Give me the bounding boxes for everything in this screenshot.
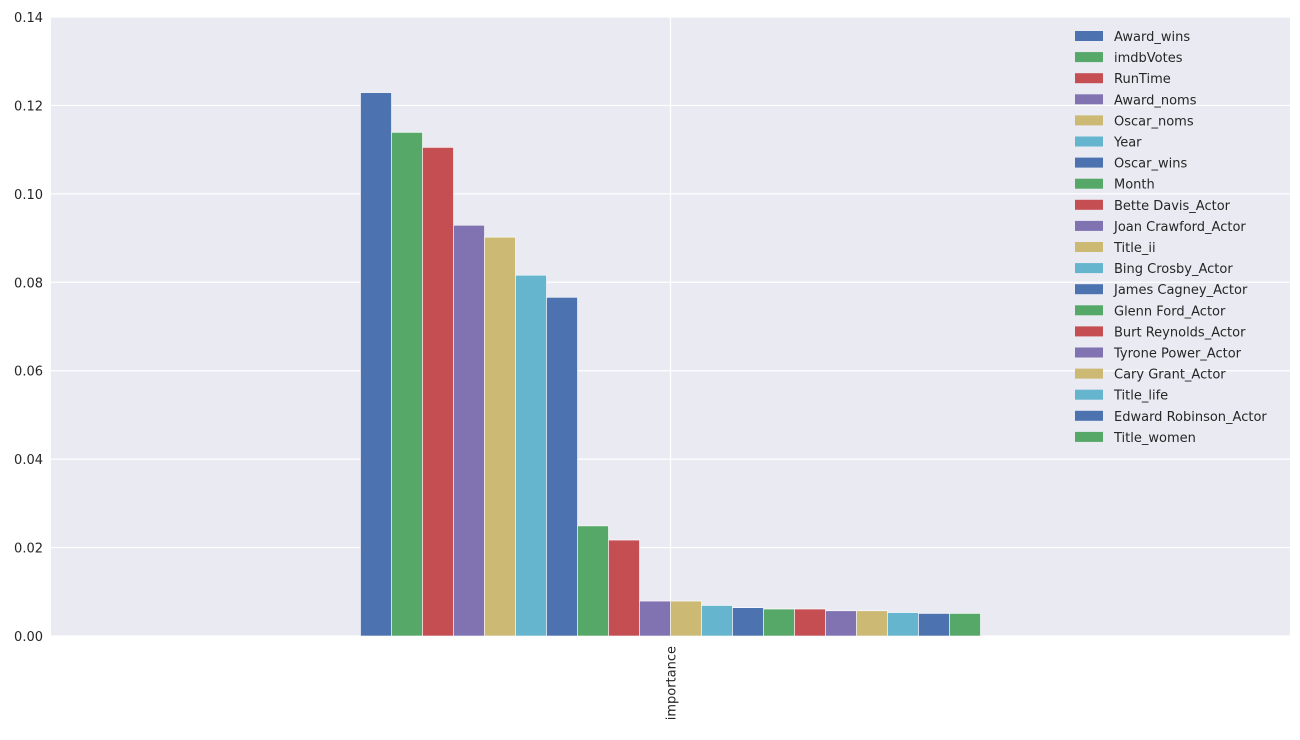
y-tick-label: 0.02 (14, 542, 43, 557)
legend-swatch (1075, 73, 1103, 84)
legend-swatch (1075, 199, 1103, 210)
legend-swatch (1075, 431, 1103, 442)
bar-joan-crawford-actor (639, 600, 671, 637)
bar-tyrone-power-actor (825, 610, 857, 637)
legend-item: Month (1075, 178, 1155, 193)
bars (360, 92, 981, 637)
legend-swatch (1075, 115, 1103, 126)
legend-swatch (1075, 284, 1103, 295)
legend-label: Bette Davis_Actor (1114, 199, 1231, 214)
legend-item: Oscar_wins (1075, 157, 1187, 172)
legend-swatch (1075, 242, 1103, 252)
legend-item: Joan Crawford_Actor (1075, 220, 1246, 235)
legend-label: RunTime (1114, 72, 1171, 87)
legend-item: Award_noms (1075, 93, 1197, 108)
y-tick-label: 0.06 (14, 365, 43, 380)
legend-item: Edward Robinson_Actor (1075, 410, 1267, 425)
legend-label: Glenn Ford_Actor (1114, 304, 1226, 319)
legend-item: Title_ii (1075, 241, 1156, 256)
legend-label: Joan Crawford_Actor (1113, 220, 1246, 235)
legend-item: Title_women (1075, 431, 1196, 446)
y-tick-label: 0.08 (14, 276, 43, 291)
gridlines (51, 16, 1290, 637)
bar-oscar-noms (484, 236, 516, 637)
x-tick-labels: importance (665, 646, 680, 720)
legend-item: RunTime (1075, 72, 1171, 87)
legend-swatch (1075, 347, 1103, 358)
bar-year (515, 274, 547, 637)
legend-swatch (1075, 94, 1103, 105)
legend-label: Title_women (1113, 431, 1196, 446)
legend-label: imdbVotes (1114, 51, 1183, 66)
legend-item: imdbVotes (1075, 51, 1183, 66)
y-tick-label: 0.10 (14, 188, 43, 203)
legend-item: Tyrone Power_Actor (1075, 347, 1242, 362)
bar-bette-davis-actor (608, 539, 640, 637)
legend-item: Award_wins (1075, 30, 1190, 45)
legend-swatch (1075, 410, 1103, 421)
legend-label: Burt Reynolds_Actor (1114, 325, 1246, 340)
bar-glenn-ford-actor (763, 608, 795, 637)
legend-item: Year (1075, 136, 1142, 151)
bar-title-ii (670, 600, 702, 637)
legend-item: Burt Reynolds_Actor (1075, 325, 1246, 340)
y-tick-label: 0.00 (14, 630, 43, 645)
bar-month (577, 525, 609, 637)
bar-oscar-wins (546, 297, 578, 637)
legend-swatch (1075, 368, 1103, 379)
legend-label: Edward Robinson_Actor (1114, 410, 1267, 425)
bar-title-life (887, 612, 919, 637)
legend-swatch (1075, 52, 1103, 63)
x-tick-label: importance (665, 646, 680, 720)
legend-label: Award_noms (1114, 93, 1197, 108)
legend-swatch (1075, 389, 1103, 400)
legend-swatch (1075, 157, 1103, 168)
legend-item: Title_life (1075, 389, 1168, 404)
y-tick-label: 0.04 (14, 453, 43, 468)
bar-cary-grant-actor (856, 610, 888, 637)
y-tick-label: 0.14 (14, 11, 43, 26)
legend-swatch (1075, 305, 1103, 316)
bar-edward-robinson-actor (918, 613, 950, 637)
y-tick-labels: 0.00 0.02 0.04 0.06 0.08 0.10 0.12 0.14 (14, 11, 43, 645)
legend: Award_wins imdbVotes RunTime Award_noms Osca… (1075, 30, 1267, 446)
y-tick-label: 0.12 (14, 99, 43, 114)
legend-label: Oscar_wins (1114, 157, 1187, 172)
bar-burt-reynolds-actor (794, 608, 826, 637)
legend-label: Title_life (1113, 389, 1168, 404)
legend-label: Cary Grant_Actor (1114, 368, 1226, 383)
legend-label: Tyrone Power_Actor (1113, 347, 1242, 362)
bar-runtime (422, 147, 454, 637)
legend-item: James Cagney_Actor (1075, 283, 1248, 298)
bar-bing-crosby-actor (701, 605, 733, 637)
legend-swatch (1075, 220, 1103, 231)
legend-swatch (1075, 178, 1103, 189)
legend-label: Bing Crosby_Actor (1114, 262, 1233, 277)
legend-swatch (1075, 263, 1103, 274)
legend-label: Award_wins (1114, 30, 1190, 45)
legend-label: Oscar_noms (1114, 114, 1194, 129)
legend-item: Cary Grant_Actor (1075, 368, 1226, 383)
bar-award-noms (453, 224, 485, 637)
legend-swatch (1075, 136, 1103, 147)
bar-title-women (949, 613, 981, 637)
legend-item: Bing Crosby_Actor (1075, 262, 1233, 277)
legend-swatch (1075, 31, 1103, 41)
legend-label: James Cagney_Actor (1113, 283, 1248, 298)
legend-label: Title_ii (1113, 241, 1156, 256)
bar-imdbvotes (391, 132, 423, 637)
legend-item: Oscar_noms (1075, 114, 1194, 129)
legend-item: Glenn Ford_Actor (1075, 304, 1226, 319)
legend-item: Bette Davis_Actor (1075, 199, 1231, 214)
bar-award-wins (360, 92, 392, 637)
legend-label: Month (1114, 178, 1155, 193)
legend-swatch (1075, 326, 1103, 337)
bar-james-cagney-actor (732, 607, 764, 637)
legend-label: Year (1113, 136, 1142, 151)
